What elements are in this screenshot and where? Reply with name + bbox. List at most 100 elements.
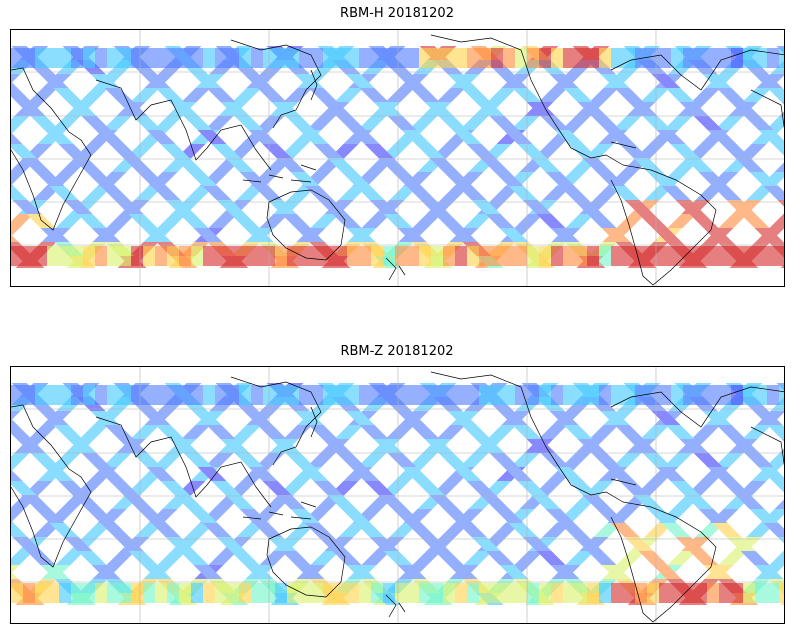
edge-band-z: [539, 385, 551, 405]
coastline-9: [610, 164, 717, 286]
edge-band-h: [11, 246, 23, 266]
edge-band-z: [695, 583, 707, 603]
edge-band-h: [119, 246, 131, 266]
edge-band-z: [23, 385, 35, 405]
edge-band-h: [131, 48, 143, 68]
edge-band-z: [743, 385, 755, 405]
edge-band-z: [11, 583, 23, 603]
edge-band-z: [419, 583, 431, 603]
coastline-4: [242, 501, 317, 520]
panel-title-z: RBM-Z 20181202: [340, 344, 454, 359]
edge-band-h: [587, 246, 599, 266]
edge-band-h: [155, 246, 167, 266]
coastline-10: [610, 49, 784, 91]
edge-band-z: [407, 385, 419, 405]
edge-band-h: [299, 48, 311, 68]
edge-band-z: [11, 385, 23, 405]
edge-band-z: [659, 583, 671, 603]
edge-band-z: [383, 583, 395, 603]
coastline-4: [242, 164, 317, 183]
coastline-1: [95, 79, 272, 171]
edge-band-h: [359, 48, 371, 68]
edge-band-h: [731, 246, 743, 266]
edge-band-z: [575, 385, 587, 405]
edge-band-z: [515, 385, 527, 405]
edge-band-h: [515, 246, 527, 266]
edge-band-z: [155, 583, 167, 603]
edge-band-z: [323, 385, 335, 405]
coastline-7: [430, 34, 572, 149]
edge-band-z: [47, 385, 59, 405]
edge-band-z: [275, 385, 287, 405]
coastline-1: [95, 416, 272, 508]
edge-band-z: [479, 583, 491, 603]
coastline-11: [750, 426, 784, 466]
edge-band-h: [383, 48, 395, 68]
edge-band-h: [251, 246, 263, 266]
edge-band-h: [95, 48, 107, 68]
edge-band-h: [683, 48, 695, 68]
panel-title-h: RBM-H 20181202: [340, 6, 454, 21]
edge-band-h: [335, 48, 347, 68]
graticule-h: [11, 30, 784, 286]
edge-band-h: [119, 48, 131, 68]
edge-band-h: [167, 48, 179, 68]
edge-band-z: [167, 385, 179, 405]
edge-band-h: [179, 246, 191, 266]
edge-band-h: [731, 48, 743, 68]
edge-band-z: [659, 385, 671, 405]
coastline-5: [266, 526, 346, 598]
edge-band-z: [47, 583, 59, 603]
edge-band-z: [587, 583, 599, 603]
edge-band-h: [275, 48, 287, 68]
edge-band-h: [323, 246, 335, 266]
edge-band-z: [155, 385, 167, 405]
edge-band-z: [611, 583, 623, 603]
edge-band-h: [719, 48, 731, 68]
edge-band-h: [491, 48, 503, 68]
edge-band-h: [83, 48, 95, 68]
edge-band-z: [323, 583, 335, 603]
edge-band-h: [707, 48, 719, 68]
edge-band-h: [251, 48, 263, 68]
edge-band-h: [335, 246, 347, 266]
edge-band-h: [503, 246, 515, 266]
map-panel-z: [10, 366, 785, 624]
edge-band-h: [371, 48, 383, 68]
edge-band-h: [359, 246, 371, 266]
coastline-11: [750, 89, 784, 129]
edge-band-z: [407, 583, 419, 603]
edge-band-h: [395, 48, 407, 68]
edge-band-z: [179, 583, 191, 603]
coastline-6: [385, 257, 406, 281]
edge-band-z: [647, 385, 659, 405]
edge-band-z: [215, 583, 227, 603]
coastline-8: [570, 141, 637, 166]
edge-band-h: [35, 246, 47, 266]
edge-band-h: [395, 246, 407, 266]
edge-band-z: [359, 385, 371, 405]
edge-band-z: [383, 385, 395, 405]
edge-band-h: [407, 48, 419, 68]
edge-band-h: [287, 48, 299, 68]
edge-band-z: [107, 583, 119, 603]
edge-band-z: [647, 583, 659, 603]
edge-band-h: [779, 246, 784, 266]
edge-band-z: [215, 385, 227, 405]
edge-band-z: [335, 583, 347, 603]
edge-band-z: [743, 583, 755, 603]
edge-band-z: [95, 385, 107, 405]
edge-band-h: [47, 48, 59, 68]
edge-band-z: [443, 583, 455, 603]
edge-band-z: [731, 583, 743, 603]
edge-band-z: [419, 385, 431, 405]
edge-band-h: [443, 48, 455, 68]
edge-band-h: [311, 48, 323, 68]
edge-band-h: [203, 48, 215, 68]
edge-band-z: [347, 385, 359, 405]
edge-band-h: [671, 48, 683, 68]
edge-band-z: [227, 583, 239, 603]
edge-band-h: [491, 246, 503, 266]
edge-band-h: [191, 48, 203, 68]
edge-band-z: [767, 583, 779, 603]
